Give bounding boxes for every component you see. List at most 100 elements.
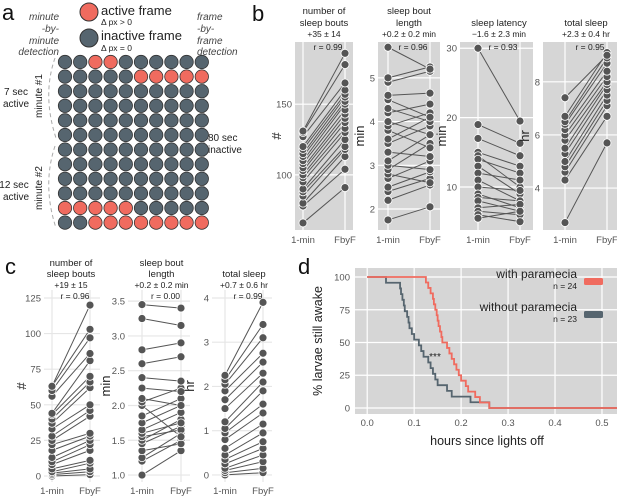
inactive-frame	[179, 142, 194, 157]
inactive-frame	[149, 113, 164, 128]
inactive-frame	[149, 200, 164, 216]
chart-title: length	[396, 18, 422, 29]
pair-line	[51, 435, 91, 451]
inactive-frame	[118, 69, 133, 84]
correlation-stat: r = 0.95	[575, 42, 604, 52]
active-frame	[88, 54, 103, 70]
data-point	[515, 186, 525, 195]
data-point	[176, 418, 186, 428]
data-point	[383, 134, 393, 144]
pair-line	[51, 474, 91, 477]
active-frame	[103, 215, 118, 230]
x-tick-label: 0.0	[361, 418, 374, 429]
chart-title: total sleep	[222, 269, 265, 280]
pair-line	[387, 164, 431, 171]
data-point	[176, 387, 186, 396]
active-frame	[103, 54, 118, 70]
active-frame	[57, 200, 73, 216]
active-frame-swatch	[79, 2, 99, 22]
inactive-frame	[73, 157, 88, 172]
chart-c3: 0 1 2 3 4 1-min FbyF total sleep+0.7 ± 0.6 hrr …	[182, 269, 274, 497]
pair-line	[141, 318, 182, 326]
panel-label-d: d	[298, 254, 310, 279]
chart-title: sleep bout	[140, 258, 184, 269]
data-point	[258, 419, 268, 429]
y-tick-label: 20	[446, 113, 457, 124]
data-point	[298, 218, 308, 228]
legend-inactive-label: inactive frame	[101, 28, 182, 43]
pair-line	[302, 168, 346, 207]
inactive-frame	[118, 171, 133, 186]
correlation-stat: r = 0.99	[233, 291, 262, 301]
pair-line	[477, 203, 521, 209]
data-point	[85, 400, 95, 410]
pair-line	[141, 398, 182, 406]
data-point	[560, 143, 570, 153]
inactive-frame	[88, 186, 103, 201]
inactive-frame	[164, 200, 179, 216]
inactive-frame	[133, 142, 149, 157]
inactive-frame	[57, 84, 73, 99]
y-tick-label: 2.5	[112, 366, 125, 377]
pair-line	[387, 173, 431, 184]
inactive-frame	[57, 98, 73, 113]
inactive-frame	[194, 186, 209, 201]
pair-line	[141, 429, 182, 438]
inactive-frame	[194, 142, 209, 157]
x-tick-label: 1-min	[40, 486, 64, 497]
data-point	[258, 437, 268, 447]
y-tick-label: 100	[334, 273, 350, 284]
active-frame	[133, 69, 149, 84]
pair-line	[387, 184, 431, 201]
data-point	[560, 93, 570, 103]
inactive-frame	[164, 113, 179, 128]
minute1-active-text: 7 sec	[4, 87, 28, 98]
active-frame	[149, 69, 164, 84]
inactive-frame	[164, 98, 179, 113]
inactive-frame	[194, 157, 209, 172]
data-point	[515, 151, 525, 161]
y-tick-label: 25	[30, 436, 41, 447]
active-frame	[73, 200, 88, 216]
pair-line	[477, 165, 521, 195]
y-tick-label: 4	[204, 293, 209, 304]
minute1-bracket	[48, 57, 57, 139]
pair-line	[477, 158, 521, 174]
inactive-frame	[149, 84, 164, 99]
pair-line	[387, 70, 431, 83]
data-point	[560, 157, 570, 166]
pair-line	[477, 210, 521, 216]
difference-stat: +35 ± 14	[307, 29, 341, 39]
y-axis-label: #	[14, 382, 29, 390]
pair-line	[224, 467, 264, 474]
pair-line	[477, 214, 521, 223]
pair-line	[387, 121, 431, 136]
inactive-frame	[57, 215, 73, 230]
pair-line	[141, 398, 182, 417]
y-tick-label: 75	[339, 305, 350, 316]
pair-line	[224, 403, 264, 434]
pair-line	[302, 132, 346, 183]
inactive-frame	[133, 127, 149, 143]
minute2-active-text: active	[3, 192, 30, 203]
inactive-frame	[164, 157, 179, 172]
data-point	[258, 333, 268, 343]
pair-line	[564, 105, 608, 173]
y-tick-label: 0	[204, 470, 209, 481]
pair-line	[477, 193, 521, 209]
x-tick-label: 0.3	[501, 418, 514, 429]
y-tick-label: 25	[339, 371, 350, 382]
data-point	[176, 352, 186, 362]
pair-line	[51, 353, 91, 397]
minute2-active-text: 12 sec	[0, 180, 29, 191]
pair-line	[302, 82, 346, 138]
chart-title: sleep bouts	[47, 269, 96, 280]
inactive-frame	[164, 84, 179, 99]
minute2-label: minute #2	[34, 166, 45, 210]
data-point	[602, 138, 612, 148]
x-tick-label: FbyF	[79, 486, 101, 497]
x-tick-label: FbyF	[596, 235, 617, 246]
inactive-frame	[103, 84, 118, 99]
pair-line	[564, 81, 608, 141]
